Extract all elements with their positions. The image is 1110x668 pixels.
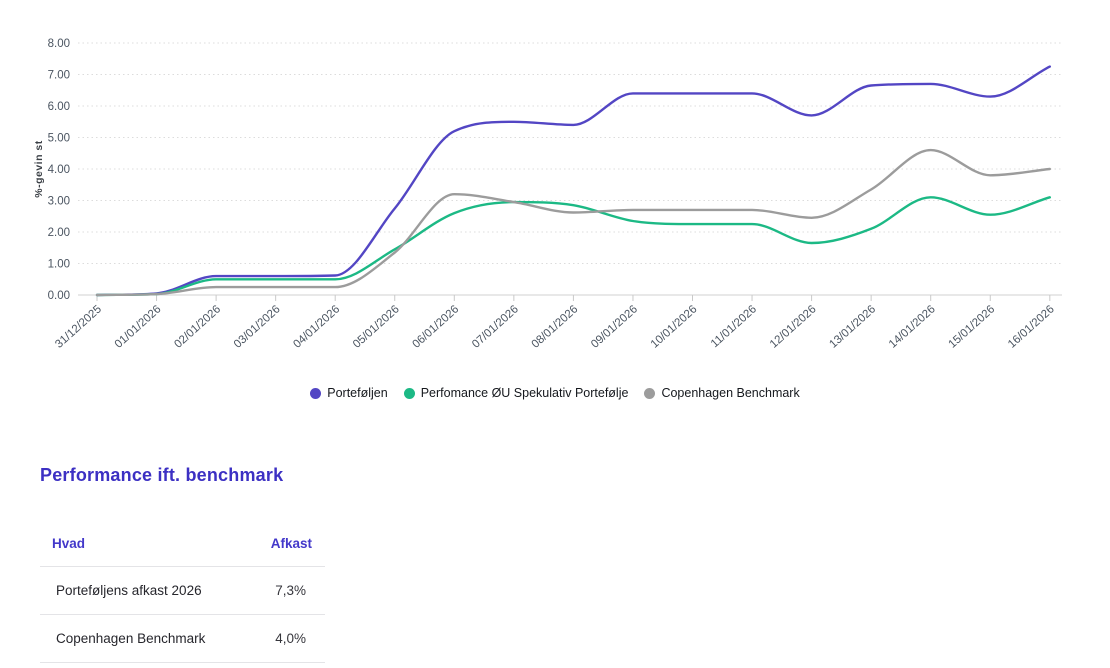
x-tick-label: 06/01/2026 — [411, 303, 462, 350]
legend-label: Perfomance ØU Spekulativ Portefølje — [420, 386, 629, 400]
x-tick-label: 11/01/2026 — [709, 303, 759, 350]
row-label: Copenhagen Benchmark — [56, 631, 206, 646]
line-chart-svg: 0.00 1.00 2.00 3.00 4.00 5.00 6.00 7.00 8.00 31/1… — [33, 38, 1062, 351]
legend-dot-icon — [644, 387, 656, 399]
table-header-hvad: Hvad — [52, 536, 86, 551]
x-tick-label: 31/12/2025 — [53, 303, 104, 350]
x-tick-label: 15/01/2026 — [946, 303, 997, 350]
legend-dot-icon — [403, 387, 415, 399]
legend-item-1[interactable]: Perfomance ØU Spekulativ Portefølje — [403, 386, 629, 400]
y-tick-label: 5.00 — [48, 133, 70, 145]
series-line-0 — [95, 65, 1051, 297]
x-tick-label: 10/01/2026 — [649, 303, 700, 350]
y-tick-label: 1.00 — [48, 259, 70, 271]
x-tick-label: 07/01/2026 — [470, 303, 521, 350]
row-label: Porteføljens afkast 2026 — [56, 583, 202, 598]
y-tick-label: 3.00 — [48, 196, 70, 208]
table-header-afkast: Afkast — [270, 536, 312, 551]
x-tick-label: 14/01/2026 — [887, 303, 938, 350]
legend-label: Porteføljen — [327, 386, 388, 400]
y-axis-title: %-gevin st — [33, 140, 45, 198]
y-tick-label: 7.00 — [48, 70, 70, 82]
x-tick-label: 12/01/2026 — [768, 303, 819, 350]
table-row: Porteføljens afkast 2026 7,3% — [40, 567, 325, 615]
series-line-2 — [95, 148, 1051, 297]
legend-item-2[interactable]: Copenhagen Benchmark — [644, 386, 800, 400]
x-tick-label: 05/01/2026 — [351, 303, 402, 350]
y-tick-label: 0.00 — [48, 290, 70, 302]
legend-item-0[interactable]: Porteføljen — [310, 386, 388, 400]
legend-dot-icon — [310, 387, 322, 399]
x-tick-label: 04/01/2026 — [291, 303, 342, 350]
x-tick-label: 08/01/2026 — [530, 303, 581, 350]
x-tick-label: 13/01/2026 — [827, 303, 878, 350]
y-tick-label: 6.00 — [48, 101, 70, 113]
row-value: 4,0% — [275, 631, 306, 646]
x-tick-label: 02/01/2026 — [172, 303, 223, 350]
x-tick-label: 03/01/2026 — [232, 303, 283, 350]
series-line-1 — [95, 196, 1051, 297]
legend-label: Copenhagen Benchmark — [661, 386, 800, 400]
chart-legend: Porteføljen Perfomance ØU Spekulativ Port… — [0, 386, 1110, 400]
y-tick-label: 2.00 — [48, 227, 70, 239]
y-tick-label: 4.00 — [48, 164, 70, 176]
table-header-row: Hvad Afkast — [40, 526, 325, 567]
performance-chart: 0.00 1.00 2.00 3.00 4.00 5.00 6.00 7.00 8.00 31/1… — [0, 38, 1110, 400]
performance-table: Hvad Afkast Porteføljens afkast 2026 7,3… — [40, 526, 325, 663]
section-title: Performance ift. benchmark — [40, 465, 284, 485]
table-row: Copenhagen Benchmark 4,0% — [40, 615, 325, 663]
x-tick-label: 09/01/2026 — [589, 303, 640, 350]
row-value: 7,3% — [275, 583, 306, 598]
x-tick-label: 01/01/2026 — [113, 303, 164, 350]
x-tick-label: 16/01/2026 — [1006, 303, 1057, 350]
y-tick-label: 8.00 — [48, 38, 70, 50]
